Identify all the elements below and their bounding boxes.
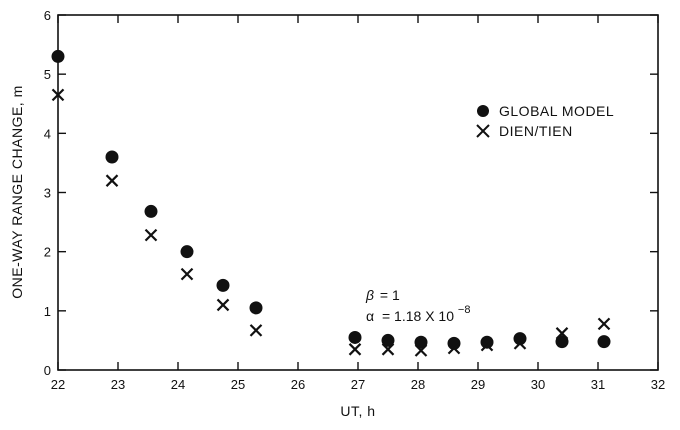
- x-tick-label: 23: [111, 377, 125, 392]
- axis-ticks: [57, 14, 659, 371]
- y-tick-label: 2: [44, 245, 51, 260]
- point-global-model: [348, 330, 362, 344]
- legend-marker-global-model: [477, 105, 489, 117]
- x-tick-label: 31: [591, 377, 605, 392]
- beta-value: = 1: [380, 287, 400, 303]
- y-tick-label: 3: [44, 186, 51, 201]
- beta-symbol: β: [365, 287, 374, 303]
- x-tick-label: 26: [291, 377, 305, 392]
- x-tick-label: 28: [411, 377, 425, 392]
- point-global-model: [144, 204, 158, 218]
- point-dien-tien: [144, 228, 158, 242]
- plot-area: [57, 14, 659, 371]
- parameter-annotation: β = 1 α = 1.18 X 10 −8: [365, 287, 470, 324]
- y-tick-label: 4: [44, 126, 51, 141]
- point-dien-tien: [480, 338, 494, 352]
- x-tick-label: 22: [51, 377, 65, 392]
- alpha-annotation: α = 1.18 X 10 −8: [366, 304, 470, 324]
- point-dien-tien: [555, 327, 569, 340]
- x-tick-label: 24: [171, 377, 185, 392]
- alpha-exponent: −8: [458, 304, 471, 316]
- legend-item-global-model: GLOBAL MODEL: [477, 103, 614, 119]
- point-global-model: [414, 335, 428, 349]
- alpha-symbol: α: [366, 308, 374, 324]
- point-dien-tien: [447, 341, 461, 355]
- point-global-model: [597, 335, 611, 349]
- x-tick-label: 27: [351, 377, 365, 392]
- point-global-model: [249, 301, 263, 315]
- plot-frame: [57, 14, 659, 371]
- point-global-model: [105, 150, 119, 164]
- point-dien-tien: [381, 343, 395, 356]
- point-dien-tien: [216, 298, 230, 312]
- point-dien-tien: [51, 88, 65, 102]
- legend-marker-dien-tien: [476, 124, 490, 138]
- point-global-model: [447, 336, 461, 350]
- point-global-model: [555, 335, 569, 349]
- point-global-model: [51, 49, 65, 63]
- point-dien-tien: [513, 337, 527, 350]
- data-points: [51, 49, 611, 357]
- point-dien-tien: [348, 343, 362, 356]
- legend-label-global-model: GLOBAL MODEL: [499, 103, 614, 119]
- point-dien-tien: [105, 174, 119, 187]
- point-global-model: [513, 332, 527, 346]
- point-dien-tien: [414, 344, 428, 357]
- point-global-model: [480, 335, 494, 349]
- y-axis-title: ONE-WAY RANGE CHANGE, m: [9, 85, 25, 298]
- x-tick-label: 25: [231, 377, 245, 392]
- y-tick-label: 0: [44, 363, 51, 378]
- x-tick-label: 32: [651, 377, 665, 392]
- x-axis-title: UT, h: [340, 403, 375, 419]
- y-tick-label: 6: [44, 8, 51, 23]
- point-global-model: [381, 333, 395, 347]
- point-dien-tien: [180, 267, 194, 281]
- y-tick-label: 5: [44, 67, 51, 82]
- legend: GLOBAL MODEL DIEN/TIEN: [476, 103, 614, 139]
- alpha-value: = 1.18 X 10: [382, 308, 454, 324]
- legend-item-dien-tien: DIEN/TIEN: [476, 123, 573, 139]
- beta-annotation: β = 1: [365, 287, 400, 303]
- point-dien-tien: [597, 317, 611, 331]
- point-dien-tien: [249, 324, 263, 337]
- legend-label-dien-tien: DIEN/TIEN: [499, 123, 573, 139]
- point-global-model: [180, 245, 194, 259]
- x-tick-label: 29: [471, 377, 485, 392]
- y-tick-label: 1: [44, 304, 51, 319]
- x-tick-label: 30: [531, 377, 545, 392]
- point-global-model: [216, 278, 230, 292]
